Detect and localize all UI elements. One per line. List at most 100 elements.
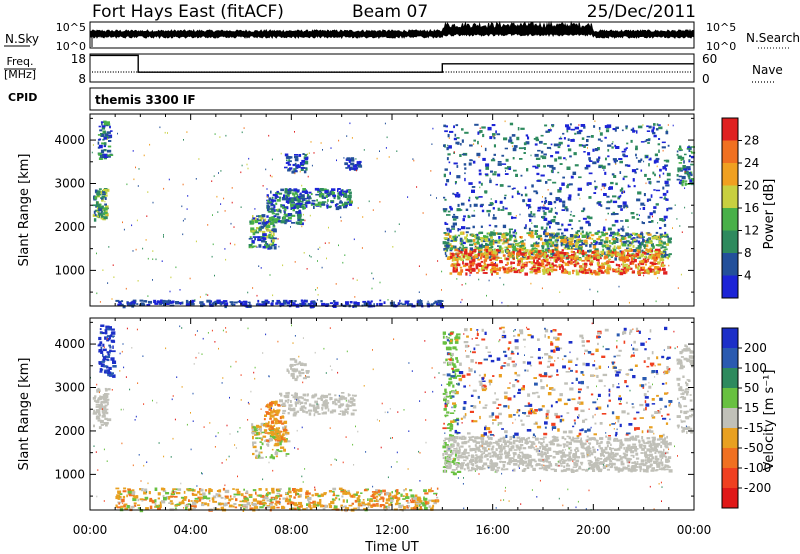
scatter-cell <box>600 271 605 274</box>
scatter-cell <box>299 162 303 166</box>
scatter-cell <box>538 252 541 256</box>
scatter-cell <box>313 408 318 412</box>
scatter-cell <box>517 258 520 262</box>
scatter-cell <box>199 493 204 496</box>
scatter-cell <box>555 259 558 263</box>
scatter-cell <box>496 251 501 254</box>
scatter-cell <box>288 487 291 491</box>
scatter-cell <box>390 499 394 503</box>
scatter-cell <box>353 301 358 304</box>
scatter-cell <box>304 190 308 194</box>
scatter-cell <box>591 237 594 240</box>
noise-cell <box>340 216 342 219</box>
scatter-cell <box>314 501 317 504</box>
scatter-cell <box>272 243 277 246</box>
scatter-cell <box>272 232 275 237</box>
scatter-cell <box>375 504 379 507</box>
scatter-cell <box>102 188 108 192</box>
scatter-cell <box>329 302 333 305</box>
scatter-cell <box>583 151 586 153</box>
noise-cell <box>505 251 506 253</box>
scatter-cell <box>479 244 483 248</box>
scatter-cell <box>262 435 267 438</box>
scatter-cell <box>414 494 418 498</box>
scatter-cell <box>378 492 383 495</box>
scatter-cell <box>467 255 472 258</box>
scatter-cell <box>170 495 174 498</box>
noise-cell <box>356 279 358 281</box>
scatter-cell <box>98 144 103 149</box>
scatter-cell <box>528 227 531 232</box>
scatter-cell <box>271 433 275 436</box>
scatter-cell <box>643 445 647 449</box>
scatter-cell <box>578 144 583 147</box>
scatter-cell <box>149 505 153 509</box>
scatter-cell <box>578 247 582 251</box>
scatter-cell <box>343 397 348 400</box>
noise-cell <box>137 185 139 187</box>
scatter-cell <box>687 168 691 171</box>
scatter-cell <box>269 426 274 430</box>
scatter-cell <box>442 208 448 211</box>
scatter-cell <box>585 144 589 146</box>
scatter-cell <box>490 261 494 265</box>
scatter-cell <box>314 492 319 497</box>
scatter-cell <box>644 173 647 177</box>
scatter-cell <box>311 301 316 303</box>
scatter-cell <box>654 248 658 251</box>
scatter-cell <box>559 254 564 257</box>
scatter-cell <box>107 401 109 406</box>
noise-cell <box>138 168 140 170</box>
scatter-cell <box>590 260 594 263</box>
scatter-cell <box>385 491 389 496</box>
scatter-cell <box>293 188 298 192</box>
scatter-cell <box>478 169 482 172</box>
scatter-cell <box>610 231 614 235</box>
scatter-cell <box>457 193 461 198</box>
scatter-cell <box>598 241 603 245</box>
scatter-cell <box>554 253 560 256</box>
noise-cell <box>163 187 165 190</box>
scatter-cell <box>221 301 225 304</box>
scatter-cell <box>432 504 435 508</box>
noise-cell <box>309 254 311 257</box>
scatter-cell <box>351 494 356 498</box>
scatter-cell <box>254 220 259 224</box>
scatter-cell <box>454 472 457 476</box>
scatter-cell <box>100 401 103 405</box>
scatter-cell <box>268 404 273 408</box>
scatter-cell <box>386 506 390 509</box>
nave-tick-low: 0 <box>702 72 710 86</box>
scatter-cell <box>137 498 140 502</box>
scatter-cell <box>291 300 294 304</box>
scatter-cell <box>269 434 274 438</box>
scatter-cell <box>282 206 285 209</box>
scatter-cell <box>266 425 269 427</box>
scatter-cell <box>655 128 659 131</box>
scatter-cell <box>607 155 610 158</box>
scatter-cell <box>450 449 453 454</box>
noise-cell <box>302 213 304 216</box>
noise-cell <box>99 301 101 303</box>
scatter-cell <box>272 435 276 439</box>
scatter-cell <box>564 206 568 210</box>
scatter-cell <box>443 450 447 453</box>
scatter-cell <box>498 450 503 453</box>
scatter-cell <box>323 492 327 494</box>
scatter-cell <box>666 178 671 181</box>
scatter-cell <box>341 395 345 399</box>
scatter-cell <box>618 195 621 198</box>
scatter-cell <box>453 162 458 165</box>
scatter-cell <box>667 237 672 241</box>
scatter-cell <box>508 253 511 256</box>
noise-cell <box>187 195 189 197</box>
scatter-cell <box>586 164 591 168</box>
scatter-cell <box>492 263 496 267</box>
scatter-cell <box>96 415 100 419</box>
noise-cell <box>145 239 147 241</box>
scatter-cell <box>501 242 505 245</box>
scatter-cell <box>372 496 377 500</box>
scatter-cell <box>256 428 260 431</box>
scatter-cell <box>275 213 280 216</box>
scatter-cell <box>102 356 107 360</box>
